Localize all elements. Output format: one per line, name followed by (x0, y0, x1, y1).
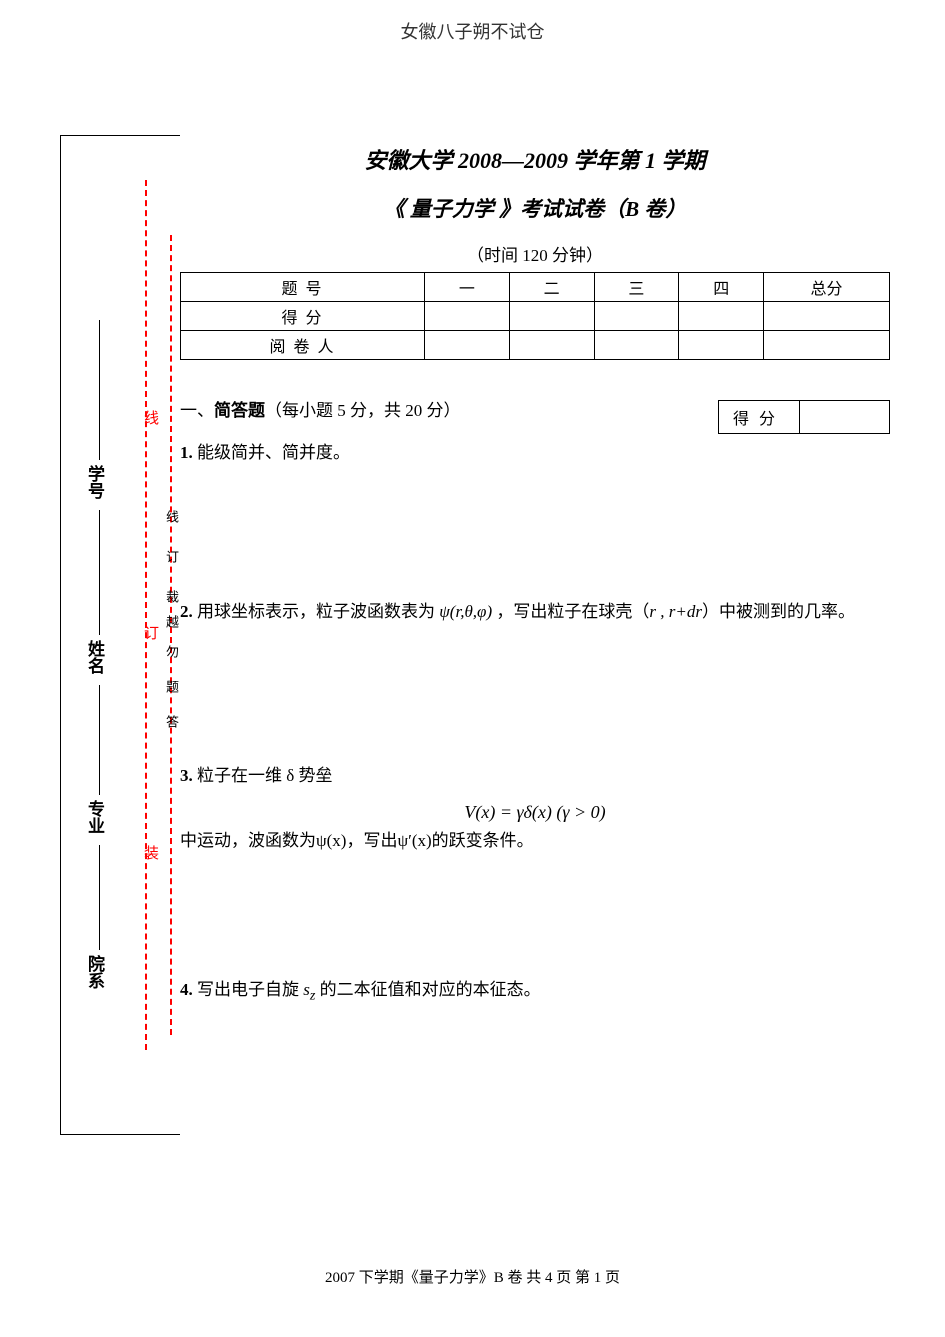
binding-inner-5: 勿 (162, 645, 181, 664)
binding-inner-2: 订 (162, 550, 181, 569)
score-grader-1 (424, 331, 509, 360)
q4-text-b: 的二本征值和对应的本征态。 (315, 980, 540, 999)
binding-char-xian: 线 (140, 410, 161, 427)
q3-text-b: 中运动，波函数为ψ(x)，写出ψ′(x)的跃变条件。 (180, 831, 534, 850)
q4-num: 4. (180, 980, 193, 999)
q2-formula-2: r , r+dr (649, 602, 702, 621)
section-score-label: 得分 (718, 401, 799, 434)
q1-text: 能级简并、简并度。 (193, 443, 350, 462)
score-header-label: 题号 (181, 273, 425, 302)
score-row-points: 得分 (181, 302, 890, 331)
binding-inner-1: 线 (162, 510, 181, 529)
main-title: 安徽大学 2008—2009 学年第 1 学期 (180, 143, 890, 175)
score-col-1: 一 (424, 273, 509, 302)
score-points-4 (679, 302, 764, 331)
sub-title: 《 量子力学 》考试试卷（B 卷） (180, 193, 890, 223)
score-col-total: 总分 (764, 273, 890, 302)
field-line-xuehao (99, 320, 100, 460)
field-line-yuanxi (99, 845, 100, 950)
q4-sz: sz (303, 980, 315, 999)
q1-num: 1. (180, 443, 193, 462)
q4-text-a: 写出电子自旋 (193, 980, 304, 999)
field-zhuanye: 专业 (82, 800, 107, 834)
time-text: （时间 120 分钟） (180, 241, 890, 266)
cropped-header-text: 女徽八子朔不试仓 (401, 18, 545, 44)
score-grader-2 (509, 331, 594, 360)
score-grader-4 (679, 331, 764, 360)
score-points-label: 得分 (181, 302, 425, 331)
score-points-1 (424, 302, 509, 331)
field-yuanxi: 院系 (82, 955, 107, 989)
score-points-total (764, 302, 890, 331)
score-grader-total (764, 331, 890, 360)
binding-char-zhuang: 装 (140, 845, 161, 862)
score-row-header: 题号 一 二 三 四 总分 (181, 273, 890, 302)
binding-char-ding: 订 (140, 625, 161, 642)
field-xingming: 姓名 (82, 640, 107, 674)
section-score-box: 得分 (718, 400, 890, 434)
q2-num: 2. (180, 602, 193, 621)
binding-inner-7: 答 (162, 715, 181, 734)
q2-text-a: 用球坐标表示，粒子波函数表为 (193, 602, 440, 621)
field-xuehao: 学号 (82, 465, 107, 499)
left-binding-frame (60, 135, 180, 1135)
q2-formula-1: ψ(r,θ,φ) (439, 602, 492, 621)
score-points-2 (509, 302, 594, 331)
q3-num: 3. (180, 766, 193, 785)
binding-dash-inner (170, 235, 172, 1035)
q2-text-c: ）中被测到的几率。 (702, 602, 855, 621)
field-line-zhuanye (99, 685, 100, 795)
page-footer: 2007 下学期《量子力学》B 卷 共 4 页 第 1 页 (325, 1266, 620, 1287)
q2-text-b: ，写出粒子在球壳（ (492, 602, 649, 621)
score-row-grader: 阅卷人 (181, 331, 890, 360)
section-prefix: 一、 (180, 401, 214, 420)
binding-inner-4: 越 (162, 615, 181, 634)
binding-inner-6: 题 (162, 680, 181, 699)
binding-inner-3: 裁 (162, 590, 181, 609)
section-bold: 简答题 (214, 401, 265, 420)
field-line-xingming (99, 510, 100, 635)
question-4: 4. 写出电子自旋 sz 的二本征值和对应的本征态。 (180, 976, 890, 1007)
score-col-4: 四 (679, 273, 764, 302)
section-rest: （每小题 5 分，共 20 分） (265, 401, 461, 420)
content-area: 安徽大学 2008—2009 学年第 1 学期 《 量子力学 》考试试卷（B 卷… (180, 135, 890, 1135)
score-table: 题号 一 二 三 四 总分 得分 阅卷人 (180, 272, 890, 360)
section-score-value (800, 401, 890, 434)
score-grader-3 (594, 331, 679, 360)
question-3: 3. 粒子在一维 δ 势垒 V(x) = γδ(x) (γ > 0) 中运动，波… (180, 762, 890, 856)
score-col-3: 三 (594, 273, 679, 302)
question-2: 2. 用球坐标表示，粒子波函数表为 ψ(r,θ,φ) ，写出粒子在球壳（r , … (180, 598, 890, 627)
score-col-2: 二 (509, 273, 594, 302)
q3-text-a: 粒子在一维 δ 势垒 (193, 766, 333, 785)
q3-formula: V(x) = γδ(x) (γ > 0) (180, 797, 890, 828)
section-1-header: 一、简答题（每小题 5 分，共 20 分） 得分 (180, 396, 890, 421)
score-grader-label: 阅卷人 (181, 331, 425, 360)
question-1: 1. 能级简并、简并度。 (180, 439, 890, 468)
score-points-3 (594, 302, 679, 331)
binding-dash-outer (145, 180, 147, 1050)
